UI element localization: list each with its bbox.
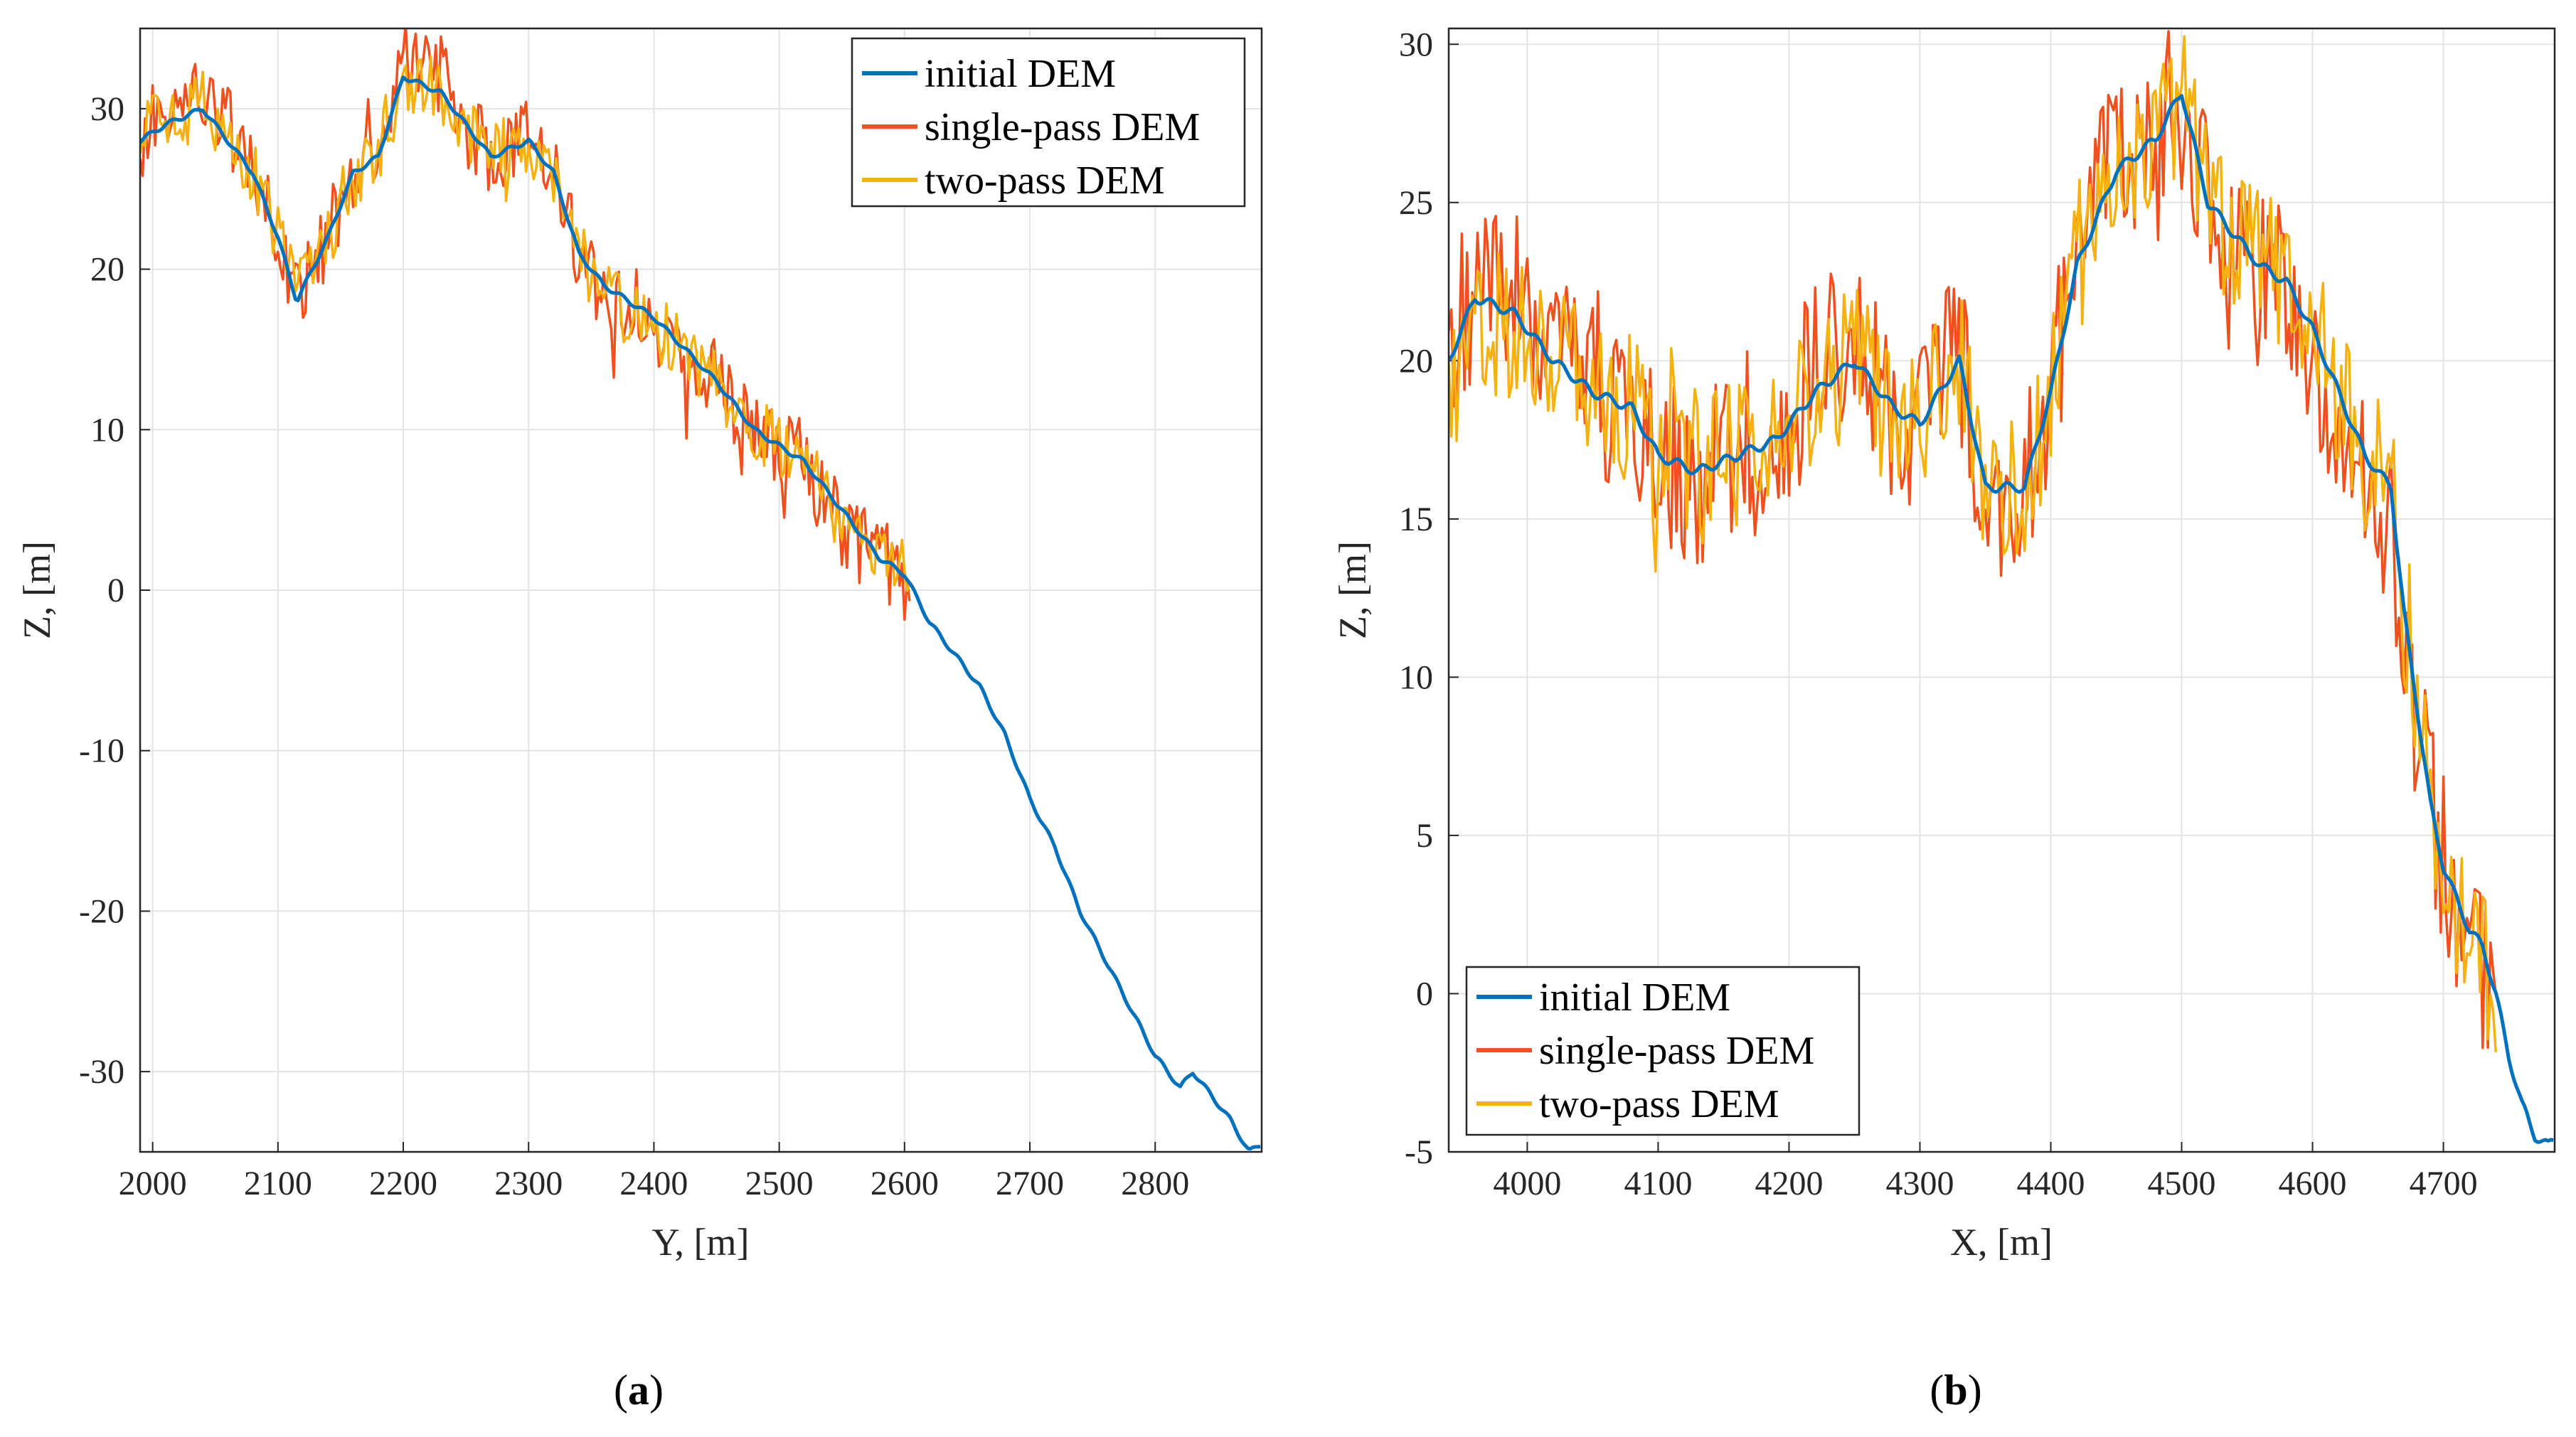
- series-line-two-b: [1449, 35, 2497, 1052]
- x-tick-labels-a: 2000 2100 2200 2300 2400 2500 2600 2700 2800: [119, 1165, 1190, 1202]
- panel-label-b: (b): [1930, 1367, 1981, 1414]
- x-tick-label: 2500: [745, 1165, 814, 1202]
- x-tick-label: 2300: [494, 1165, 563, 1202]
- panel-label-a-letter: a: [628, 1367, 649, 1414]
- x-tick-label: 2600: [871, 1165, 939, 1202]
- x-tick-label: 4200: [1755, 1165, 1823, 1202]
- y-tick-label: 20: [1399, 342, 1433, 380]
- y-tick-label: -10: [79, 732, 124, 770]
- legend-label-initial-a: initial DEM: [925, 52, 1116, 96]
- y-tick-label: 25: [1399, 184, 1433, 222]
- y-tick-label: 15: [1399, 501, 1433, 538]
- legend-label-initial-b: initial DEM: [1539, 976, 1730, 1020]
- x-tick-label: 4500: [2148, 1165, 2216, 1202]
- chart-panel-a: 2000 2100 2200 2300 2400 2500 2600 2700 2800 -30…: [16, 27, 1263, 1414]
- x-tick-label: 2200: [369, 1165, 437, 1202]
- chart-panel-b: 4000 4100 4200 4300 4400 4500 4600 4700 -5 0 5 10 1…: [1331, 26, 2556, 1414]
- grid-b: [1449, 28, 2555, 1153]
- y-tick-label: 10: [90, 411, 124, 449]
- legend-a: initial DEM single-pass DEM two-pass DEM: [851, 37, 1246, 208]
- y-tick-label: 10: [1399, 658, 1433, 696]
- y-axis-label-a: Z, [m]: [16, 541, 58, 639]
- x-tick-label: 4300: [1885, 1165, 1954, 1202]
- y-tick-label: 30: [90, 90, 124, 128]
- y-tick-label: -30: [79, 1053, 124, 1091]
- axes-frame-b: [1447, 27, 2556, 1153]
- x-tick-label: 4400: [2017, 1165, 2085, 1202]
- x-tick-label: 4600: [2279, 1165, 2347, 1202]
- x-tick-labels-b: 4000 4100 4200 4300 4400 4500 4600 4700: [1493, 1165, 2477, 1202]
- y-tick-label: 30: [1399, 26, 1433, 63]
- y-tick-label: 0: [107, 572, 124, 609]
- legend-b: initial DEM single-pass DEM two-pass DEM: [1465, 966, 1861, 1136]
- panel-label-b-letter: b: [1944, 1367, 1967, 1414]
- x-tick-label: 2100: [244, 1165, 312, 1202]
- panel-label-a: (a): [614, 1367, 664, 1414]
- y-tick-label: 20: [90, 251, 124, 289]
- x-tick-label: 2000: [119, 1165, 187, 1202]
- legend-label-single-a: single-pass DEM: [925, 105, 1200, 149]
- y-axis-label-b: Z, [m]: [1331, 541, 1374, 639]
- y-tick-label: 0: [1416, 975, 1433, 1013]
- series-line-two-a: [140, 55, 911, 592]
- y-tick-label: 5: [1416, 817, 1433, 855]
- plot-area-b: [1449, 28, 2555, 1152]
- x-tick-label: 4700: [2410, 1165, 2478, 1202]
- legend-label-single-b: single-pass DEM: [1539, 1029, 1814, 1073]
- axes-frame-a: [139, 27, 1263, 1153]
- y-tick-labels-b: -5 0 5 10 15 20 25 30: [1399, 26, 1433, 1171]
- y-tick-labels-a: -30 -20 -10 0 10 20 30: [79, 90, 124, 1091]
- x-tick-label: 2800: [1121, 1165, 1189, 1202]
- series-lines-b: [1449, 30, 2554, 1144]
- series-line-initial-b: [1449, 94, 2554, 1144]
- x-tick-label: 4100: [1624, 1165, 1692, 1202]
- legend-label-two-a: two-pass DEM: [925, 159, 1165, 203]
- legend-label-two-b: two-pass DEM: [1539, 1082, 1779, 1126]
- x-axis-label-b: X, [m]: [1950, 1221, 2053, 1264]
- x-tick-label: 2700: [996, 1165, 1064, 1202]
- series-lines-a: [140, 28, 1261, 1151]
- y-tick-label: -5: [1405, 1133, 1433, 1171]
- x-tick-label: 2400: [619, 1165, 688, 1202]
- series-line-initial-a: [140, 75, 1261, 1151]
- y-tick-label: -20: [79, 892, 124, 930]
- x-tick-label: 4000: [1493, 1165, 1561, 1202]
- x-axis-label-a: Y, [m]: [651, 1221, 749, 1264]
